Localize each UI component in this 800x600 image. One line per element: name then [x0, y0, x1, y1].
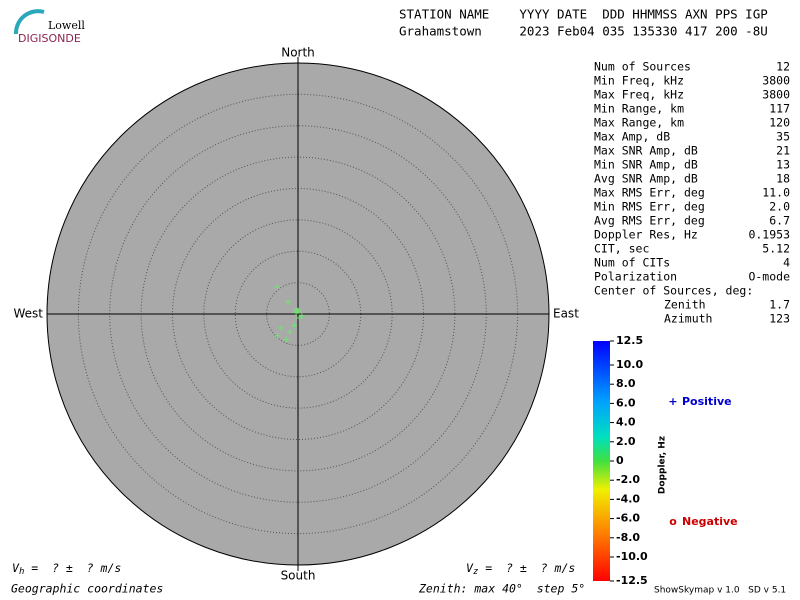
stat-label: Min Range, km: [594, 102, 684, 116]
zenith-note: Zenith: max 40° step 5°: [418, 582, 585, 596]
vz-sub: z: [473, 567, 478, 577]
legend-label: Negative: [682, 515, 738, 528]
stat-value: 3800: [762, 74, 790, 88]
logo-top: Lowell: [48, 19, 85, 32]
stat-label: Max SNR Amp, dB: [594, 144, 698, 158]
vz-readout: Vz = ? ± ? m/s: [466, 561, 575, 577]
source-point: +: [277, 323, 285, 334]
source-point: +: [282, 335, 290, 346]
colorbar-gradient: [593, 341, 610, 581]
stat-label: Polarization: [594, 270, 677, 284]
stat-label: Min Freq, kHz: [594, 74, 684, 88]
stat-value: 117: [769, 102, 790, 116]
colorbar: 12.5 10.0 8.0 6.0 4.0 2.0 0 -2.0 -4.0 -6.0 -8.0 -10…: [593, 334, 738, 587]
stat-value: 18: [776, 172, 790, 186]
stat-value: 0.1953: [748, 228, 790, 242]
stat-label: Min SNR Amp, dB: [594, 158, 698, 172]
direction-label: West: [13, 307, 43, 321]
vz-text: = ? ± ? m/s: [478, 561, 575, 575]
stats-table: Num of Sources 12 Min Freq, kHz 3800 Max Fre…: [594, 60, 790, 326]
direction-label: South: [281, 569, 316, 583]
logo-swoosh: [13, 9, 45, 35]
stat-value: 35: [776, 130, 790, 144]
stat-label: CIT, sec: [594, 242, 649, 256]
source-point: +: [294, 306, 302, 317]
legend-marker: o: [669, 515, 677, 528]
colorbar-tick-label: -2.0: [616, 473, 640, 486]
colorbar-tick-label: -10.0: [616, 550, 648, 563]
stat-label: Num of Sources: [594, 60, 691, 74]
stat-value: 12: [776, 60, 790, 74]
stat-value: 4: [783, 256, 790, 270]
vh-sub: h: [19, 567, 24, 577]
colorbar-tick-label: -12.5: [616, 574, 648, 587]
source-point: +: [290, 320, 298, 331]
colorbar-tick-label: 10.0: [616, 358, 643, 371]
stat-label: Min RMS Err, deg: [594, 200, 705, 214]
vh-text: = ? ± ? m/s: [24, 561, 121, 575]
stat-value: 5.12: [762, 242, 790, 256]
stat-value: 6.7: [769, 214, 790, 228]
stat-value: 3800: [762, 88, 790, 102]
header-line: STATION NAME YYYY DATE DDD HHMMSS AXN PP…: [399, 7, 768, 22]
logo-bottom: DIGISONDE: [18, 32, 81, 45]
colorbar-tick-label: 8.0: [616, 377, 636, 390]
source-point: +: [273, 331, 281, 342]
center-label: Azimuth: [664, 312, 712, 326]
stat-value: 13: [776, 158, 790, 172]
colorbar-tick-label: -6.0: [616, 512, 640, 525]
stat-label: Max RMS Err, deg: [594, 186, 705, 200]
stat-label: Max Range, km: [594, 116, 684, 130]
center-label: Zenith: [664, 298, 706, 312]
colorbar-tick-label: 12.5: [616, 334, 643, 347]
colorbar-tick-label: 4.0: [616, 416, 636, 429]
legend-label: Positive: [682, 395, 732, 408]
source-point: +: [292, 308, 300, 319]
stat-value: 2.0: [769, 200, 790, 214]
source-point: +: [286, 327, 294, 338]
stat-label: Avg RMS Err, deg: [594, 214, 705, 228]
header-line: Grahamstown 2023 Feb04 035 135330 417 20…: [399, 24, 768, 39]
stat-label: Doppler Res, Hz: [594, 228, 698, 242]
stat-label: Avg SNR Amp, dB: [594, 172, 698, 186]
version: ShowSkymap v 1.0 SD v 5.1: [654, 586, 786, 596]
stat-label: Num of CITs: [594, 256, 670, 270]
vh-symbol: V: [12, 561, 20, 575]
stat-label: Max Freq, kHz: [594, 88, 684, 102]
center-value: 123: [769, 312, 790, 326]
stat-value: 11.0: [762, 186, 790, 200]
center-title: Center of Sources, deg:: [594, 284, 753, 298]
source-point: +: [292, 305, 300, 316]
colorbar-label: Doppler, Hz: [658, 436, 668, 494]
source-point: +: [298, 311, 306, 322]
coords-note: Geographic coordinates: [11, 582, 163, 596]
legend-marker: +: [668, 395, 677, 408]
stat-value: 21: [776, 144, 790, 158]
stat-label: Max Amp, dB: [594, 130, 670, 144]
colorbar-tick-label: 2.0: [616, 435, 636, 448]
direction-label: North: [281, 46, 315, 60]
stat-value: 120: [769, 116, 790, 130]
vh-readout: Vh = ? ± ? m/s: [12, 561, 121, 577]
colorbar-tick-label: 0: [616, 454, 624, 467]
source-point: +: [284, 297, 292, 308]
stat-value: O-mode: [748, 270, 790, 284]
colorbar-tick-label: -8.0: [616, 531, 640, 544]
colorbar-tick-label: -4.0: [616, 492, 640, 505]
source-point: +: [273, 282, 281, 293]
center-value: 1.7: [769, 298, 790, 312]
vz-symbol: V: [466, 561, 474, 575]
colorbar-tick-label: 6.0: [616, 396, 636, 409]
source-point: +: [295, 313, 303, 324]
direction-label: East: [553, 307, 579, 321]
